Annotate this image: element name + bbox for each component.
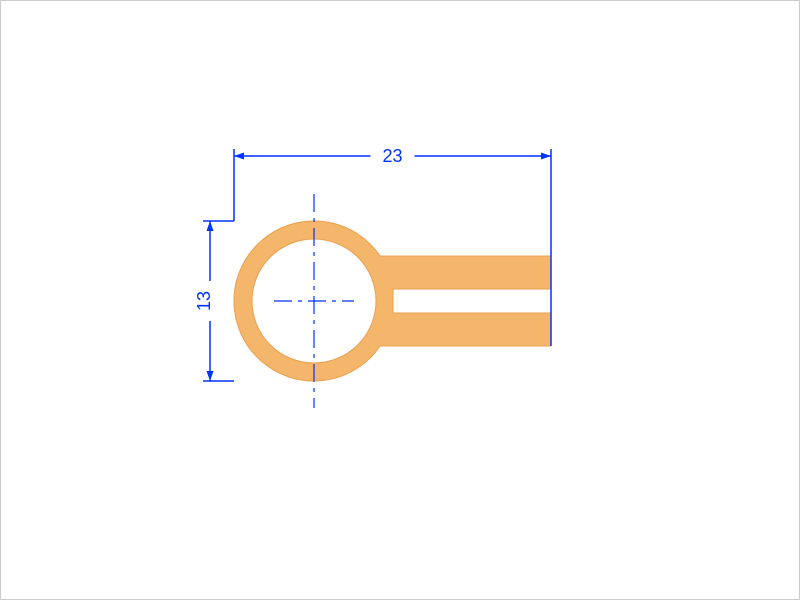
dim-horizontal-label: 23: [382, 146, 402, 166]
vertical-dimension: 13: [194, 221, 234, 381]
technical-drawing: 23 13: [1, 1, 800, 601]
dim-vertical-label: 13: [194, 291, 214, 311]
